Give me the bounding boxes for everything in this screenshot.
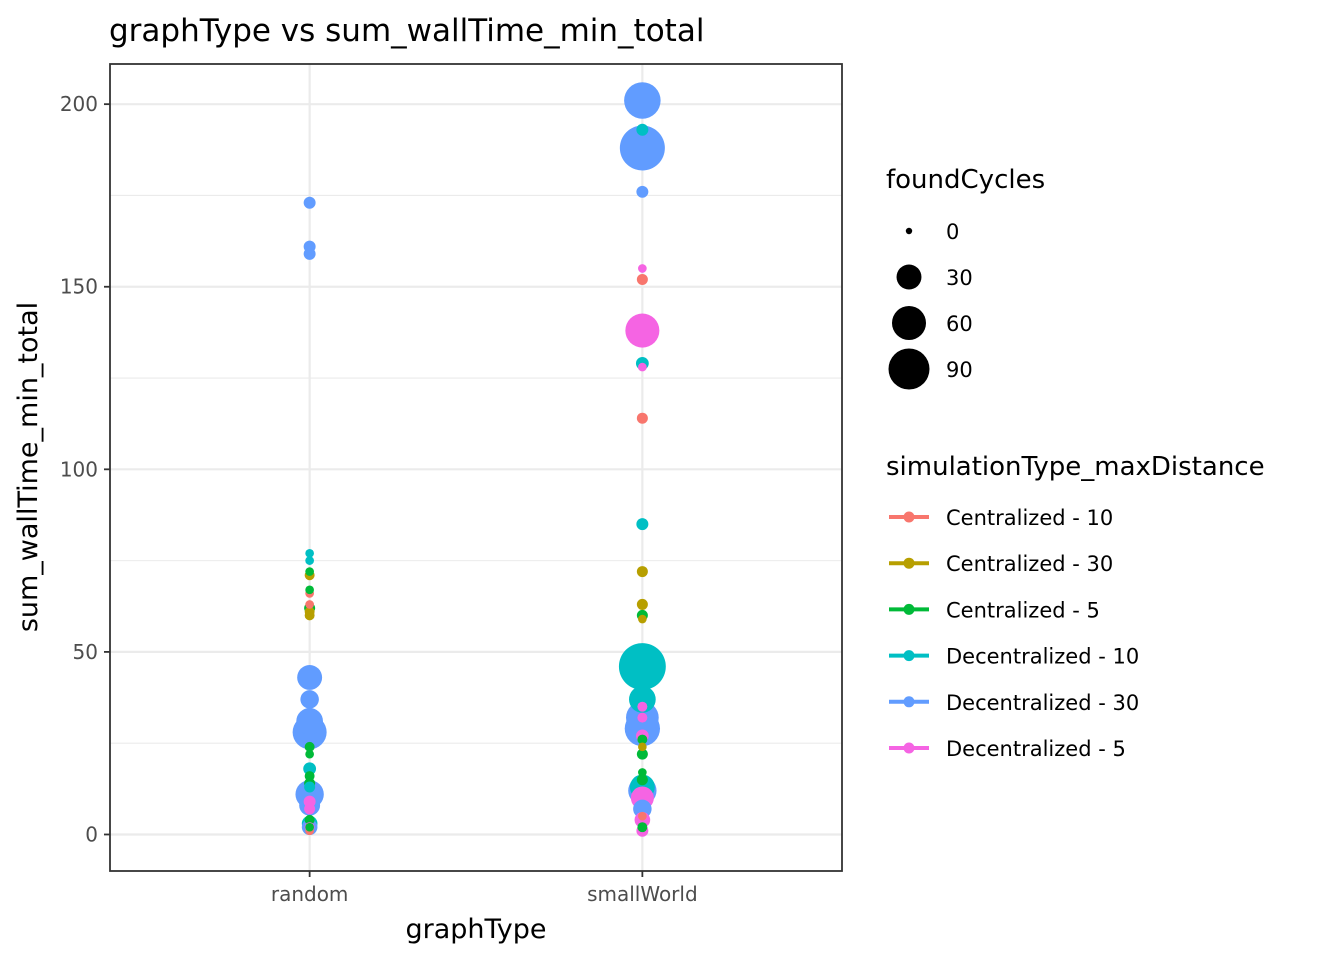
- size-legend-key: [896, 264, 922, 290]
- color-legend-label: Centralized - 30: [946, 552, 1113, 576]
- color-legend-dot: [903, 696, 915, 708]
- color-legend-title: simulationType_maxDistance: [886, 452, 1265, 482]
- data-point: [625, 313, 660, 348]
- data-point: [297, 664, 323, 690]
- x-axis-title: graphType: [405, 914, 546, 945]
- x-axis: random smallWorld: [271, 871, 698, 906]
- data-point: [637, 734, 648, 745]
- data-point: [638, 742, 647, 752]
- data-point: [636, 748, 648, 760]
- color-legend-label: Decentralized - 10: [946, 645, 1139, 669]
- data-point: [636, 774, 648, 786]
- data-point: [304, 610, 315, 621]
- color-legend: simulationType_maxDistance Centralized -…: [886, 452, 1265, 761]
- grid: [110, 64, 842, 871]
- data-point: [618, 643, 666, 690]
- data-point: [629, 686, 656, 713]
- data-point: [637, 822, 648, 833]
- data-point: [638, 614, 647, 624]
- y-tick-label: 0: [85, 822, 98, 846]
- x-tick-label: smallWorld: [587, 882, 698, 906]
- data-point: [296, 707, 323, 735]
- data-point: [636, 185, 649, 198]
- data-point: [619, 125, 665, 171]
- data-point: [305, 600, 314, 609]
- data-point: [305, 548, 314, 558]
- data-point: [636, 123, 649, 136]
- data-point: [636, 598, 648, 610]
- data-point: [638, 264, 647, 273]
- plot-panel: [109, 63, 843, 872]
- data-point: [305, 585, 314, 595]
- y-axis-title: sum_wallTime_min_total: [13, 302, 44, 632]
- data-point: [303, 196, 316, 209]
- data-point: [636, 566, 648, 578]
- color-legend-label: Decentralized - 5: [946, 737, 1126, 761]
- data-point: [303, 762, 317, 776]
- chart-title: graphType vs sum_wallTime_min_total: [109, 13, 704, 49]
- data-point: [636, 518, 649, 531]
- data-point: [305, 822, 314, 832]
- y-tick-label: 200: [60, 92, 98, 116]
- size-legend-label: 30: [946, 266, 973, 290]
- data-point: [305, 749, 314, 759]
- color-legend-label: Centralized - 5: [946, 598, 1100, 622]
- data-point: [638, 811, 647, 821]
- data-point: [300, 690, 319, 709]
- color-legend-dot: [903, 603, 915, 615]
- data-point: [303, 247, 316, 260]
- size-legend-label: 60: [946, 312, 973, 336]
- data-point: [304, 803, 316, 815]
- data-points: [292, 82, 666, 837]
- data-point: [304, 814, 315, 825]
- size-legend-key: [905, 227, 913, 235]
- y-tick-label: 150: [60, 275, 98, 299]
- size-legend-label: 0: [946, 220, 959, 244]
- size-legend-title: foundCycles: [886, 165, 1045, 195]
- data-point: [637, 701, 648, 712]
- y-tick-label: 100: [60, 457, 98, 481]
- data-point: [638, 362, 647, 372]
- y-tick-label: 50: [73, 640, 98, 664]
- size-legend-key: [888, 348, 930, 390]
- data-point: [637, 712, 648, 723]
- data-point: [636, 273, 648, 285]
- color-legend-label: Decentralized - 30: [946, 691, 1139, 715]
- y-axis: 0 50 100 150 200: [60, 92, 110, 846]
- x-tick-label: random: [271, 882, 349, 906]
- size-legend-key: [891, 305, 927, 341]
- color-legend-dot: [903, 650, 915, 662]
- data-point: [304, 781, 316, 793]
- data-point: [304, 771, 315, 782]
- data-point: [305, 556, 314, 565]
- data-point: [624, 82, 661, 119]
- color-legend-dot: [903, 511, 915, 523]
- color-legend-label: Centralized - 10: [946, 506, 1113, 530]
- size-legend-label: 90: [946, 358, 973, 382]
- size-legend: foundCycles 0 30 60 90: [886, 165, 1045, 390]
- data-point: [638, 768, 647, 777]
- data-point: [305, 567, 314, 576]
- data-point: [633, 799, 652, 819]
- color-legend-dot: [903, 557, 915, 569]
- data-point: [636, 412, 648, 424]
- data-point: [304, 741, 315, 752]
- color-legend-dot: [903, 742, 915, 754]
